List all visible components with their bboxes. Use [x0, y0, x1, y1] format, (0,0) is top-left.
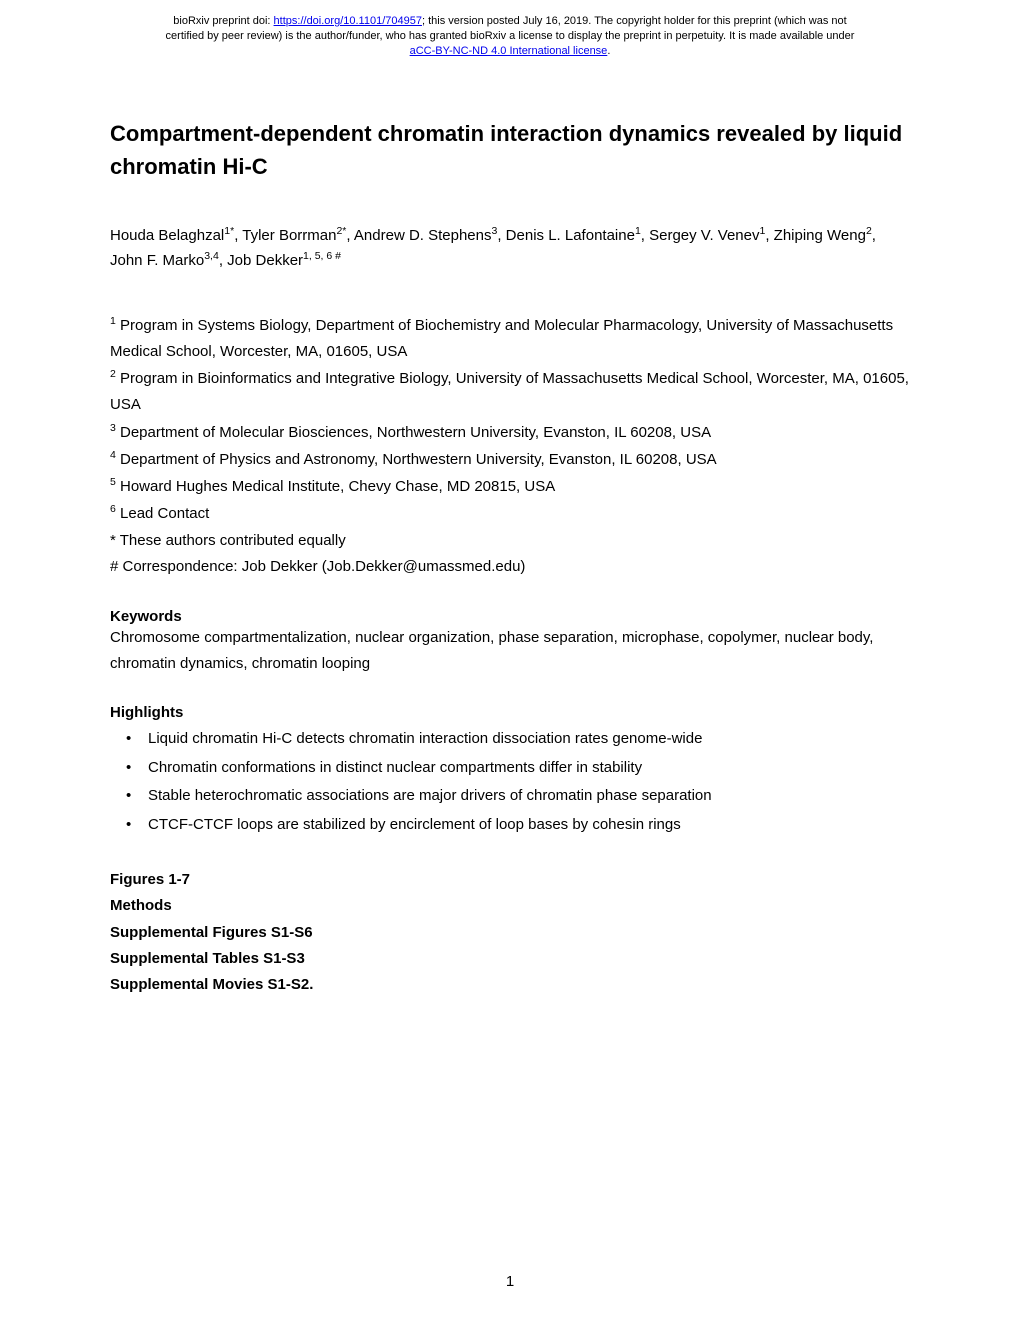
keywords-heading: Keywords — [110, 608, 910, 625]
license-suffix: . — [607, 45, 610, 57]
highlight-item: Chromatin conformations in distinct nucl… — [148, 754, 910, 783]
highlights-heading: Highlights — [110, 704, 910, 721]
affiliation-line: 4 Department of Physics and Astronomy, N… — [110, 446, 910, 473]
highlights-list: Liquid chromatin Hi-C detects chromatin … — [110, 725, 910, 839]
license-link[interactable]: aCC-BY-NC-ND 4.0 International license — [410, 45, 608, 57]
highlight-item: Liquid chromatin Hi-C detects chromatin … — [148, 725, 910, 754]
material-line: Methods — [110, 893, 910, 919]
affiliation-line: 5 Howard Hughes Medical Institute, Chevy… — [110, 473, 910, 500]
header-prefix: bioRxiv preprint doi: — [173, 15, 273, 27]
authors-block: Houda Belaghzal1*, Tyler Borrman2*, Andr… — [110, 223, 910, 274]
material-line: Supplemental Tables S1-S3 — [110, 946, 910, 972]
material-line: Supplemental Movies S1-S2. — [110, 972, 910, 998]
paper-body: Compartment-dependent chromatin interact… — [0, 67, 1020, 999]
header-license-line: aCC-BY-NC-ND 4.0 International license. — [40, 44, 980, 59]
header-line1-rest: ; this version posted July 16, 2019. The… — [422, 15, 847, 27]
materials-block: Figures 1-7MethodsSupplemental Figures S… — [110, 867, 910, 998]
material-line: Figures 1-7 — [110, 867, 910, 893]
affiliation-line: * These authors contributed equally — [110, 528, 910, 554]
preprint-header: bioRxiv preprint doi: https://doi.org/10… — [0, 0, 1020, 67]
affiliation-line: 3 Department of Molecular Biosciences, N… — [110, 419, 910, 446]
affiliation-line: # Correspondence: Job Dekker (Job.Dekker… — [110, 554, 910, 580]
affiliation-line: 6 Lead Contact — [110, 500, 910, 527]
page-number: 1 — [0, 1273, 1020, 1290]
material-line: Supplemental Figures S1-S6 — [110, 920, 910, 946]
paper-title: Compartment-dependent chromatin interact… — [110, 117, 910, 183]
highlight-item: CTCF-CTCF loops are stabilized by encirc… — [148, 811, 910, 840]
doi-link[interactable]: https://doi.org/10.1101/704957 — [274, 15, 422, 27]
keywords-text: Chromosome compartmentalization, nuclear… — [110, 625, 910, 676]
highlight-item: Stable heterochromatic associations are … — [148, 782, 910, 811]
header-line2: certified by peer review) is the author/… — [40, 29, 980, 44]
affiliation-line: 1 Program in Systems Biology, Department… — [110, 312, 910, 366]
affiliations-block: 1 Program in Systems Biology, Department… — [110, 312, 910, 581]
affiliation-line: 2 Program in Bioinformatics and Integrat… — [110, 365, 910, 419]
header-line1: bioRxiv preprint doi: https://doi.org/10… — [40, 14, 980, 29]
